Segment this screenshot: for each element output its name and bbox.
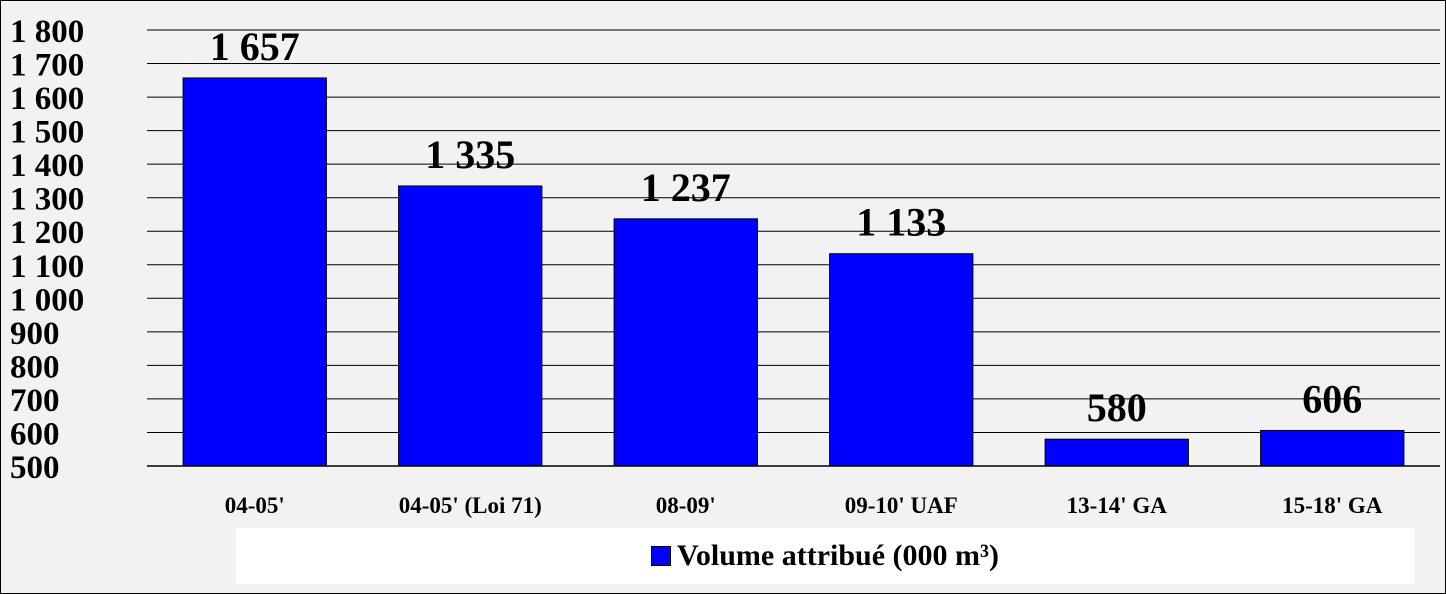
y-tick-label: 1 700 xyxy=(10,48,84,84)
y-tick-label: 500 xyxy=(10,450,60,486)
bar xyxy=(182,77,327,467)
y-tick-label: 1 100 xyxy=(10,249,84,285)
x-tick-label: 04-05' xyxy=(225,493,285,518)
bar xyxy=(1044,438,1189,467)
x-tick-label: 08-09' xyxy=(656,493,716,518)
x-tick-label: 15-18' GA xyxy=(1282,493,1383,518)
y-tick-label: 1 800 xyxy=(10,14,84,50)
y-tick-label: 1 400 xyxy=(10,148,84,184)
x-tick-label: 04-05' (Loi 71) xyxy=(399,493,542,518)
y-tick-label: 1 600 xyxy=(10,81,84,117)
y-tick-label: 1 200 xyxy=(10,215,84,251)
data-label: 1 133 xyxy=(856,200,946,245)
y-tick-label: 600 xyxy=(10,416,60,452)
y-tick-label: 1 000 xyxy=(10,282,84,318)
bar xyxy=(398,185,543,467)
data-label: 1 335 xyxy=(425,132,515,177)
y-tick-label: 800 xyxy=(10,349,60,385)
data-label: 606 xyxy=(1302,376,1362,421)
x-tick-label: 09-10' UAF xyxy=(845,493,958,518)
legend-label: Volume attribué (000 m³) xyxy=(676,539,1000,572)
y-tick-label: 1 300 xyxy=(10,182,84,218)
x-tick-label: 13-14' GA xyxy=(1067,493,1168,518)
legend-swatch xyxy=(650,546,671,566)
data-label: 580 xyxy=(1087,385,1147,430)
bar xyxy=(613,218,758,467)
bar xyxy=(1260,429,1405,467)
bar xyxy=(829,253,974,467)
data-label: 1 657 xyxy=(210,24,300,69)
legend: Volume attribué (000 m³) xyxy=(236,528,1414,584)
y-tick-label: 700 xyxy=(10,383,60,419)
y-tick-label: 900 xyxy=(10,316,60,352)
y-tick-label: 1 500 xyxy=(10,115,84,151)
data-label: 1 237 xyxy=(641,165,731,210)
